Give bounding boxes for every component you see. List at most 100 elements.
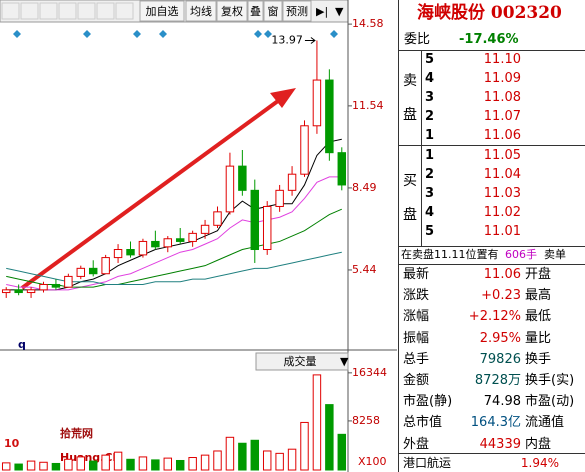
- book-price: 11.03: [483, 186, 521, 201]
- toolbar-button[interactable]: [282, 0, 312, 22]
- volume-bar: [312, 374, 322, 471]
- stat-label: 最高: [525, 288, 552, 304]
- stat-label: 流通值: [525, 415, 565, 431]
- sector-name: 港口航运: [403, 456, 452, 470]
- candle-body: [76, 267, 86, 277]
- stat-value: 44339: [479, 436, 521, 452]
- rule: [399, 50, 585, 51]
- stat-value: +2.12%: [468, 309, 521, 325]
- toolbar-label[interactable]: 复权: [221, 4, 243, 18]
- candle-body: [312, 79, 322, 127]
- book-side-label: 盘: [403, 207, 417, 223]
- stat-value: 11.06: [483, 267, 521, 282]
- rule: [399, 246, 585, 247]
- book-level: 5: [425, 52, 435, 67]
- stat-label: 外盘: [403, 436, 430, 452]
- stat-label: 金额: [403, 373, 430, 388]
- book-level: 3: [425, 186, 435, 201]
- trend-arrow: [20, 88, 296, 290]
- weibi-value: -17.46%: [459, 32, 519, 47]
- indicator-select[interactable]: [255, 352, 349, 371]
- stat-value: +0.23: [481, 288, 521, 304]
- toolbar-cell: [77, 2, 96, 20]
- candle-body: [238, 165, 247, 191]
- dropdown-icon[interactable]: ▼: [340, 355, 349, 368]
- watermark: 10 拾荒网 Huang.CN: [4, 426, 122, 464]
- toolbar-cell: [96, 2, 115, 20]
- watermark-name: 拾荒网: [60, 426, 93, 440]
- event-markers: [13, 30, 338, 38]
- volume-bar: [64, 458, 73, 471]
- book-level: 2: [425, 109, 435, 124]
- book-side-label: 盘: [403, 107, 417, 123]
- high-annotation-arrow: [304, 37, 316, 44]
- candle-body: [26, 289, 36, 294]
- volume-bar: [1, 462, 11, 471]
- toolbar-label[interactable]: 预测: [286, 5, 308, 18]
- volume-bar: [262, 450, 272, 471]
- moving-average: [6, 208, 342, 288]
- candle-body: [188, 232, 197, 242]
- book-level: 4: [425, 205, 435, 220]
- stat-label: 涨幅: [403, 309, 430, 325]
- book-side-label: 买: [403, 173, 417, 189]
- volume-bar: [300, 421, 309, 471]
- candle-body: [88, 267, 98, 275]
- candle-body: [64, 275, 73, 288]
- toolbar-button[interactable]: [139, 0, 185, 22]
- toolbar-cell: [1, 2, 20, 20]
- book-level: 1: [425, 148, 435, 163]
- rule: [399, 453, 585, 454]
- candle-body: [138, 240, 148, 256]
- volume-bar: [126, 458, 135, 471]
- corner-label: q: [18, 338, 26, 351]
- stat-label: 涨跌: [403, 288, 430, 304]
- candle-body: [300, 125, 309, 175]
- quote-panel: 海峡股份 002320 委比 -17.46% 卖盘买盘 5 11.10 4 11.09 3 11.…: [398, 0, 585, 472]
- toolbar-button[interactable]: [216, 0, 248, 22]
- toolbar-button[interactable]: [185, 0, 217, 22]
- book-price: 11.02: [483, 205, 521, 220]
- moving-average: [6, 138, 342, 291]
- y-tick-label: 8258: [352, 414, 380, 427]
- volume-bar: [337, 433, 347, 471]
- toolbar-label[interactable]: 窗: [268, 4, 279, 18]
- toolbar-cell: [115, 2, 134, 20]
- toolbar-cell: [39, 2, 58, 20]
- volume-unit: X100: [358, 455, 387, 468]
- candle-body: [51, 283, 61, 288]
- toolbar-button[interactable]: [247, 0, 264, 22]
- stat-label: 市盈(静): [403, 394, 453, 410]
- toolbar-button[interactable]: [263, 0, 283, 22]
- y-tick-label: 5.44: [352, 263, 377, 276]
- stat-label: 最低: [525, 309, 552, 325]
- volume-bar: [213, 450, 222, 471]
- toolbar-label[interactable]: 加自选: [146, 5, 179, 18]
- candle-body: [163, 238, 173, 248]
- book-price: 11.05: [483, 148, 521, 163]
- volume-bar: [51, 462, 61, 471]
- volume-bar: [238, 442, 247, 471]
- volume-title: 成交量: [284, 354, 317, 368]
- candle-body: [262, 205, 272, 251]
- y-tick-label: 11.54: [352, 99, 384, 112]
- volume-bar: [325, 404, 334, 471]
- book-level: 5: [425, 224, 435, 239]
- volume-bar: [151, 459, 160, 471]
- book-level: 3: [425, 90, 435, 105]
- y-tick-label: 8.49: [352, 181, 377, 194]
- candle-body: [126, 249, 135, 256]
- toolbar-label[interactable]: 叠: [250, 5, 261, 18]
- watermark-number: 10: [4, 437, 20, 450]
- high-annotation: 13.97: [271, 34, 303, 47]
- notice-tail: 卖单: [544, 248, 566, 261]
- toolbar-label[interactable]: 均线: [190, 4, 212, 18]
- book-level: 4: [425, 71, 435, 86]
- candle-body: [275, 189, 284, 207]
- volume-bar: [138, 456, 148, 471]
- stat-value: 74.98: [483, 394, 521, 410]
- candle-body: [101, 257, 110, 275]
- toolbar-cell: [58, 2, 77, 20]
- book-level: 2: [425, 167, 435, 182]
